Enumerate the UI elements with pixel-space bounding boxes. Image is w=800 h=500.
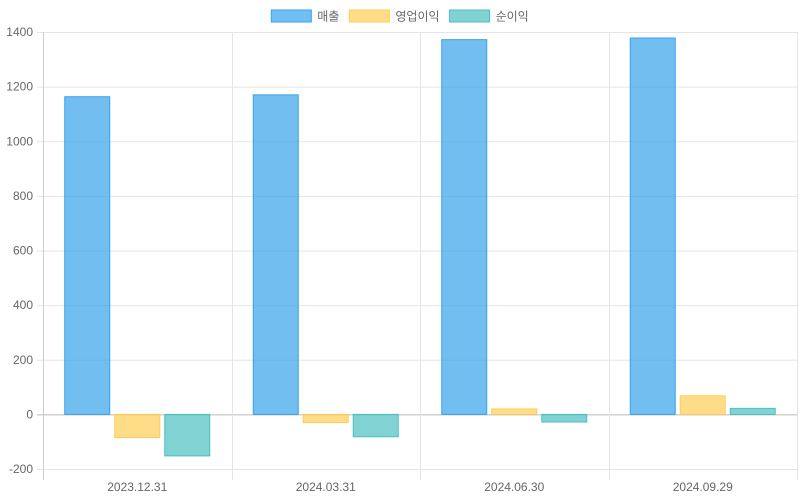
axes: -200 0 200 400 600 800 1000 1200 1400 2023.12.31 2…	[6, 25, 733, 494]
y-tick-label: 1000	[6, 134, 33, 148]
legend-label-영업이익: 영업이익	[395, 10, 439, 24]
x-tick-label: 2024.06.30	[484, 480, 544, 494]
legend-swatch-순이익	[449, 9, 491, 23]
bar-순이익-2023.12.31	[164, 413, 211, 457]
x-tick-label: 2024.09.29	[673, 480, 733, 494]
legend-swatch-매출	[270, 9, 312, 23]
y-tick-label: 400	[13, 298, 33, 312]
y-tick-label: 600	[13, 244, 33, 258]
legend-label-순이익: 순이익	[496, 10, 529, 24]
bar-매출-2023.12.31	[64, 96, 111, 415]
bar-순이익-2024.09.29	[729, 407, 776, 415]
y-tick-label: 800	[13, 189, 33, 203]
bar-매출-2024.03.31	[252, 94, 299, 415]
bars	[64, 37, 776, 457]
bar-매출-2024.06.30	[441, 39, 488, 415]
bar-영업이익-2023.12.31	[114, 413, 161, 439]
y-tick-label: 0	[26, 407, 33, 421]
y-tick-label: 200	[13, 353, 33, 367]
bar-영업이익-2024.09.29	[679, 395, 726, 415]
bar-매출-2024.09.29	[629, 37, 676, 415]
legend: 매출 영업이익 순이익	[270, 9, 529, 24]
bar-순이익-2024.03.31	[352, 413, 399, 438]
y-tick-label: 1400	[6, 25, 33, 39]
y-tick-label: -200	[9, 462, 33, 476]
grid-lines	[37, 32, 798, 480]
x-tick-label: 2023.12.31	[107, 480, 167, 494]
bar-순이익-2024.06.30	[541, 413, 588, 423]
bar-영업이익-2024.03.31	[302, 413, 349, 424]
y-tick-label: 1200	[6, 80, 33, 94]
legend-swatch-영업이익	[348, 9, 390, 23]
x-tick-label: 2024.03.31	[296, 480, 356, 494]
bar-영업이익-2024.06.30	[491, 408, 538, 415]
legend-label-매출: 매출	[317, 10, 339, 24]
